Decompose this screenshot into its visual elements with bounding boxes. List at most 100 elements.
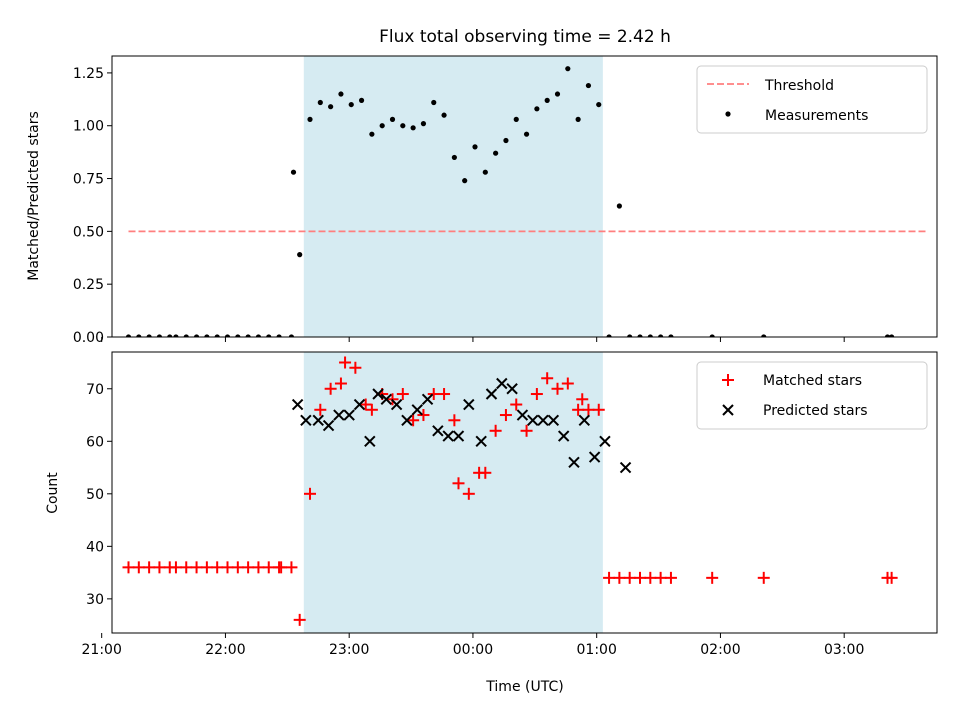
matched-stars-point	[551, 382, 564, 395]
matched-stars-point	[252, 561, 265, 574]
measurement-point	[627, 334, 633, 337]
measurement-point	[235, 334, 241, 337]
matched-stars-point	[530, 388, 543, 401]
measurement-point	[647, 334, 653, 337]
axes-frame	[111, 55, 938, 338]
y-tick-label: 30	[86, 592, 104, 608]
predicted-stars-point	[537, 414, 549, 426]
predicted-stars-point	[516, 409, 529, 421]
measurement-point	[338, 91, 344, 97]
measurement-point	[482, 169, 488, 175]
matched-stars-point	[200, 561, 213, 574]
predicted-stars-point	[485, 388, 498, 400]
measurement-point	[193, 334, 200, 337]
measurement-point	[493, 150, 499, 156]
bottom-legend: Matched stars Predicted stars	[696, 361, 928, 430]
matched-stars-point	[132, 561, 145, 574]
predicted-stars-point	[475, 435, 487, 447]
bottom-panel: 21:00 22:00 23:00 00:00 01:00 02:00 03:00 30 40 5…	[45, 351, 938, 695]
matched-stars-point	[417, 409, 430, 422]
matched-stars-point	[479, 466, 492, 479]
axes-frame	[111, 351, 938, 634]
matched-stars-point	[452, 477, 465, 490]
predicted-stars-point	[568, 456, 580, 469]
matched-stars-point	[324, 382, 337, 395]
matched-stars-point	[462, 487, 475, 500]
measurement-point	[297, 252, 303, 258]
measurement-point	[328, 104, 334, 110]
predicted-stars-point	[599, 435, 611, 447]
chart-title: Flux total observing time = 2.42 h	[379, 27, 671, 47]
measurement-point	[472, 144, 478, 150]
predicted-stars-point	[578, 414, 591, 426]
bottom-y-axis-label: Count	[45, 472, 61, 514]
legend-predicted-label: Predicted stars	[763, 403, 868, 419]
measurement-point	[410, 125, 416, 131]
x-tick-label: 22:00	[205, 642, 245, 658]
matched-stars-point	[561, 377, 574, 390]
matched-stars-point	[757, 571, 770, 584]
predicted-stars-point	[364, 435, 376, 447]
measurement-point	[183, 334, 189, 337]
measurement-point	[369, 131, 375, 137]
matched-stars-point	[520, 424, 533, 437]
predicted-stars-point	[312, 414, 324, 426]
measurement-point	[204, 334, 210, 337]
x-tick-label: 23:00	[329, 642, 369, 658]
measurement-point	[884, 334, 891, 337]
matched-stars-point	[572, 403, 585, 416]
matched-stars-point	[334, 377, 347, 390]
x-tick-label: 21:00	[82, 642, 122, 658]
matched-stars-point	[359, 398, 372, 411]
predicted-stars-point	[372, 388, 384, 400]
y-tick-label: 1.00	[73, 119, 104, 135]
measurement-point	[307, 116, 313, 122]
matched-stars-point	[438, 388, 451, 401]
observing-window-shade	[303, 352, 603, 633]
legend-threshold-label: Threshold	[764, 78, 834, 94]
predicted-stars-point	[353, 398, 366, 411]
measurement-point	[889, 334, 895, 337]
x-tick-label: 02:00	[700, 642, 740, 658]
predicted-stars-point	[432, 425, 444, 437]
predicted-stars-point	[322, 419, 335, 432]
y-tick-label: 50	[86, 487, 104, 503]
measurement-point	[348, 101, 354, 108]
matched-stars-point	[634, 571, 646, 584]
legend-measurements-swatch	[725, 111, 731, 117]
matched-stars-point	[592, 403, 605, 416]
measurement-point	[585, 82, 592, 89]
measurement-point	[255, 334, 262, 337]
measurement-point	[167, 334, 173, 337]
matched-stars-point	[231, 561, 244, 574]
bottom-x-axis-label: Time (UTC)	[485, 679, 563, 695]
predicted-stars-point	[291, 398, 304, 411]
predicted-stars-point	[527, 414, 539, 426]
y-tick-label: 0.75	[73, 172, 104, 188]
matched-stars-point	[448, 414, 461, 427]
measurement-point	[400, 123, 406, 129]
matched-stars-point	[262, 561, 275, 574]
matched-stars-point	[304, 487, 316, 500]
measurement-point	[288, 334, 295, 337]
legend-matched-swatch	[722, 374, 734, 386]
measurement-point	[317, 99, 323, 106]
measurement-point	[173, 334, 179, 337]
predicted-stars-point	[619, 461, 632, 474]
measurement-point	[761, 334, 767, 337]
measurement-point	[431, 99, 437, 106]
legend-matched-label: Matched stars	[763, 373, 862, 389]
predicted-stars-point	[411, 404, 423, 416]
top-panel: Flux total observing time = 2.42 h 0.000…	[26, 27, 938, 346]
matched-stars-point	[499, 409, 512, 422]
measurement-point	[523, 131, 530, 137]
measurement-point	[565, 66, 571, 72]
measurement-point	[389, 116, 396, 122]
top-plot-area: 0.00 0.25 0.50 0.75 1.00 1.25	[73, 55, 938, 346]
predicted-stars-point	[421, 393, 434, 405]
measurement-point	[503, 137, 509, 144]
y-tick-label: 1.25	[73, 66, 104, 82]
measurement-point	[451, 154, 457, 161]
matched-stars-point	[143, 561, 156, 574]
